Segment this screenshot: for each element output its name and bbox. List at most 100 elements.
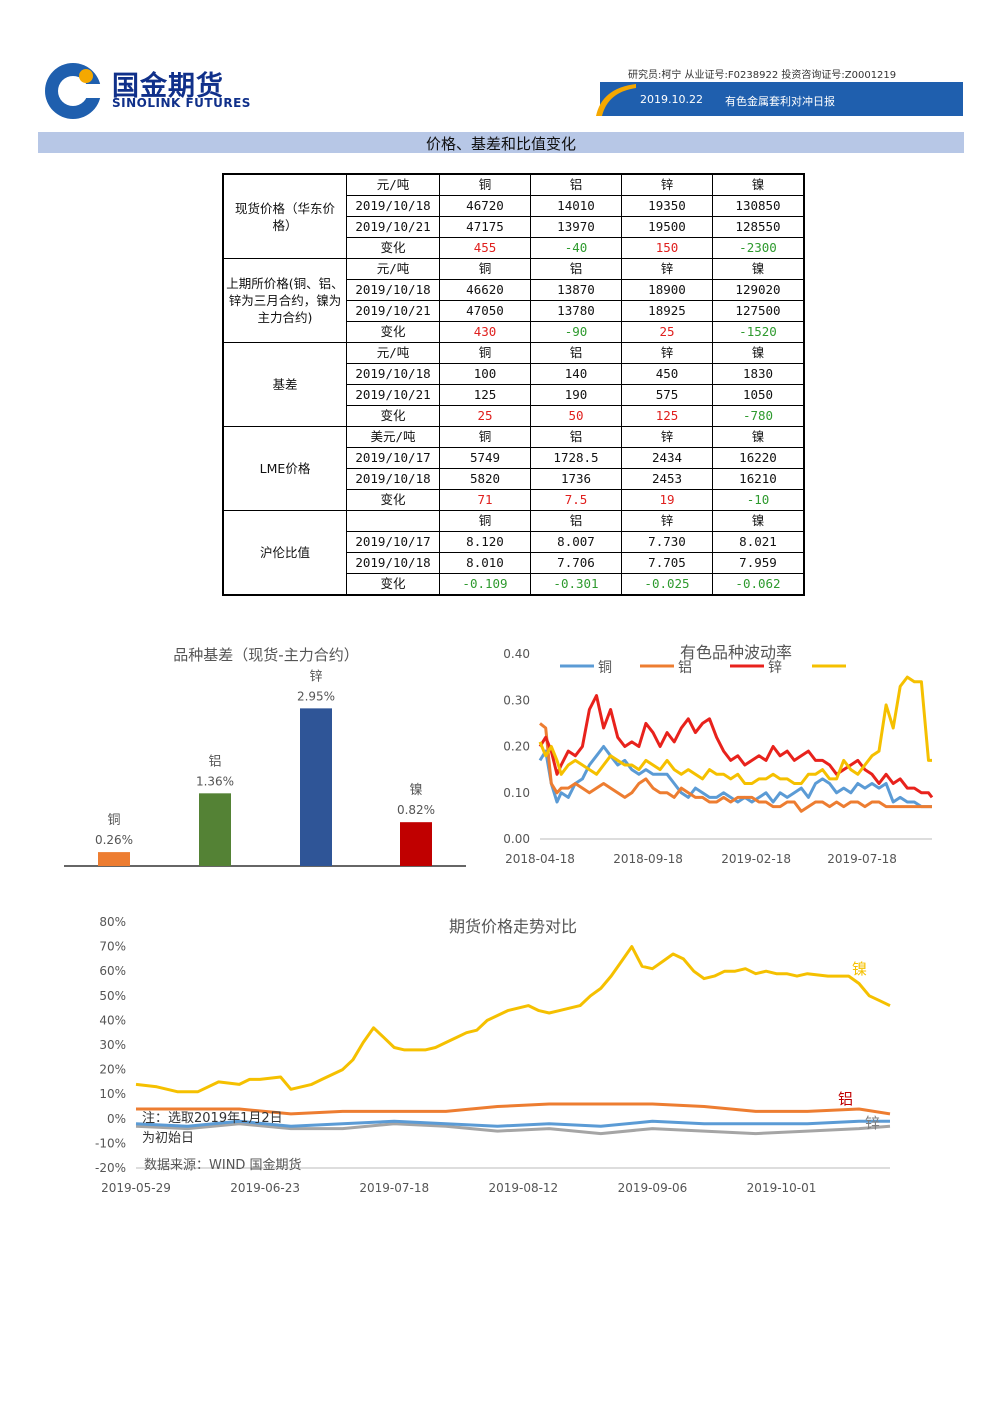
value-cell: 128550 [712,216,805,238]
value-cell: -90 [530,321,622,343]
table-row: 2019/10/18 46720 14010 19350 130850 [223,195,805,217]
y-tick-label: 50% [99,989,126,1003]
y-tick-label: -20% [95,1161,126,1175]
header-swoosh-icon [596,84,636,116]
value-cell: 铜 [439,426,531,448]
chart-source: 数据来源：WIND 国金期货 [144,1157,302,1173]
series-line-2 [538,694,934,799]
category-label: 铜 [107,813,120,828]
y-tick-label: 40% [99,1013,126,1027]
row-label-cell [346,510,440,532]
price-table: 现货价格（华东价格） 元/吨铜铝锌镍 2019/10/18 46720 14010 193… [222,173,805,596]
value-cell: -0.301 [530,573,622,596]
value-cell: 镍 [712,510,805,532]
section-band [38,132,964,153]
table-row: 变化 455 -40 150 -2300 [223,237,805,259]
row-label-cell: 2019/10/21 [346,300,440,322]
value-cell: 13780 [530,300,622,322]
value-cell: 5749 [439,447,531,469]
value-cell: 18900 [621,279,713,301]
value-cell: 47175 [439,216,531,238]
value-cell: 13870 [530,279,622,301]
table-row: 变化 25 50 125 -780 [223,405,805,427]
value-cell: 16220 [712,447,805,469]
data-label: 0.82% [397,803,435,817]
value-cell: 2453 [621,468,713,490]
row-label-cell: 2019/10/18 [346,552,440,574]
y-tick-label: 0.20 [503,740,530,754]
group-label: LME价格 [222,426,347,511]
report-title: 有色金属套利对冲日报 [725,95,835,108]
value-cell: 锌 [621,426,713,448]
value-cell: 19350 [621,195,713,217]
value-cell: 锌 [621,173,713,196]
value-cell: 锌 [621,258,713,280]
row-label-cell: 变化 [346,489,440,511]
y-tick-label: 80% [99,915,126,929]
value-cell: 140 [530,363,622,385]
value-cell: 18925 [621,300,713,322]
value-cell: 7.959 [712,552,805,574]
volatility-line-chart: 0.40 0.30 0.20 0.10 0.00 2018-04-18 2018-09-18… [503,643,934,866]
value-cell: 8.007 [530,531,622,553]
value-cell: 127500 [712,300,805,322]
value-cell: 5820 [439,468,531,490]
x-tick-label: 2019-07-18 [359,1181,429,1195]
y-tick-label: 70% [99,940,126,954]
table-row: 现货价格（华东价格） 元/吨铜铝锌镍 [222,173,805,259]
x-tick-label: 2019-08-12 [488,1181,558,1195]
value-cell: 129020 [712,279,805,301]
y-tick-label: 0.10 [503,786,530,800]
value-cell: 1728.5 [530,447,622,469]
value-cell: 铝 [530,173,622,196]
row-label-cell: 元/吨 [346,342,440,364]
row-label-cell: 2019/10/18 [346,468,440,490]
legend-label: 铜 [598,660,612,676]
bar-1 [199,793,231,866]
row-label-cell: 变化 [346,321,440,343]
value-cell: 铝 [530,426,622,448]
value-cell: 25 [621,321,713,343]
value-cell: 铜 [439,510,531,532]
value-cell: 铜 [439,342,531,364]
logo-chinese-name: 国金期货 [112,71,224,102]
row-label-cell: 元/吨 [346,173,440,196]
y-tick-label: 0% [107,1112,126,1126]
header-banner [600,82,963,116]
group-label: 沪伦比值 [222,510,347,596]
series-line-0 [135,945,891,1094]
value-cell: -0.062 [712,573,805,596]
value-cell: 50 [530,405,622,427]
series-end-label: 铝 [838,1090,853,1108]
sinolink-logo-icon [45,63,102,119]
value-cell: 1830 [712,363,805,385]
row-label-cell: 2019/10/21 [346,216,440,238]
value-cell: 7.730 [621,531,713,553]
value-cell: 8.120 [439,531,531,553]
table-row: 上期所价格(铜、铝、锌为三月合约，镍为主力合约) 元/吨铜铝锌镍 [222,258,805,343]
value-cell: 锌 [621,510,713,532]
value-cell: -1520 [712,321,805,343]
x-tick-label: 2019-10-01 [747,1181,817,1195]
value-cell: -780 [712,405,805,427]
value-cell: 锌 [621,342,713,364]
value-cell: 125 [439,384,531,406]
value-cell: 铝 [530,510,622,532]
series-line-3 [135,1119,890,1128]
bar-3 [400,822,432,866]
chart-title: 有色品种波动率 [680,643,792,662]
value-cell: -40 [530,237,622,259]
table-row: 2019/10/17 5749 1728.5 2434 16220 [223,447,805,469]
value-cell: 19500 [621,216,713,238]
value-cell: 2434 [621,447,713,469]
row-label-cell: 变化 [346,405,440,427]
row-label-cell: 2019/10/21 [346,384,440,406]
legend-label: 锌 [768,660,782,676]
table-row: 2019/10/21 47175 13970 19500 128550 [223,216,805,238]
series-line-1 [136,1102,891,1116]
value-cell: 7.705 [621,552,713,574]
value-cell: 1736 [530,468,622,490]
category-label: 锌 [309,669,322,684]
row-label-cell: 变化 [346,237,440,259]
value-cell: -2300 [712,237,805,259]
